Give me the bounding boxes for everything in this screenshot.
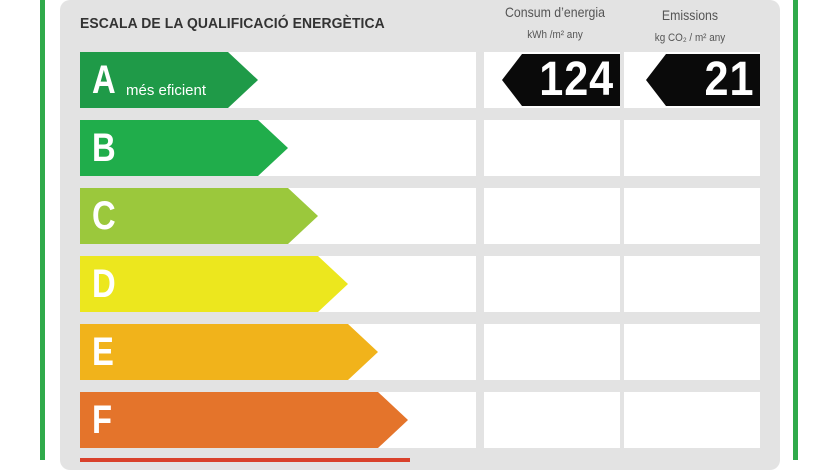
rating-arrow-c (80, 188, 318, 244)
consum-cell-c (484, 188, 620, 244)
arrow-shape-b (80, 120, 288, 176)
rating-letter-d: D (92, 262, 116, 306)
emissions-unit: kg CO₂ / m² any (654, 32, 726, 44)
frame-right-border (793, 0, 798, 460)
rating-arrow-g-partial (80, 458, 410, 462)
arrow-shape-g-partial (80, 458, 410, 462)
emissions-value-badge: 21 (646, 54, 760, 106)
rating-arrow-e (80, 324, 378, 380)
emissions-header: Emissions kg CO₂ / m² any (620, 7, 760, 45)
rating-arrow-b (80, 120, 288, 176)
rating-letter-f: F (92, 398, 113, 442)
emissions-cell-f (624, 392, 760, 448)
emissions-value: 21 (704, 53, 754, 106)
arrow-shape-c (80, 188, 318, 244)
rating-row-b: B (80, 120, 476, 176)
consum-value: 124 (539, 53, 614, 106)
consum-cell-d (484, 256, 620, 312)
rating-letter-b: B (92, 126, 116, 170)
rating-row-a: A més eficient (80, 52, 476, 108)
consum-unit: kWh /m² any (527, 29, 583, 41)
arrow-shape-f (80, 392, 408, 448)
rating-letter-a: A (92, 58, 116, 102)
rating-arrow-a (80, 52, 258, 108)
consum-label: Consum d’energia (505, 4, 605, 20)
emissions-cell-c (624, 188, 760, 244)
scale-title: ESCALA DE LA QUALIFICACIÓ ENERGÈTICA (80, 16, 385, 32)
emissions-cell-b (624, 120, 760, 176)
rating-row-f: F (80, 392, 476, 448)
consum-value-badge: 124 (502, 54, 620, 106)
consum-cell-e (484, 324, 620, 380)
frame-left-border (40, 0, 45, 460)
rating-row-c: C (80, 188, 476, 244)
arrow-shape-a (80, 52, 258, 108)
rating-letter-c: C (92, 194, 116, 238)
rating-row-d: D (80, 256, 476, 312)
arrow-shape-e (80, 324, 378, 380)
consum-header: Consum d’energia kWh /m² any (480, 4, 630, 42)
consum-cell-f (484, 392, 620, 448)
emissions-cell-e (624, 324, 760, 380)
consum-cell-a: 124 (484, 52, 620, 108)
rating-row-e: E (80, 324, 476, 380)
consum-cell-b (484, 120, 620, 176)
rating-letter-e: E (92, 330, 114, 374)
emissions-cell-a: 21 (624, 52, 760, 108)
emissions-label: Emissions (661, 7, 719, 23)
rating-arrow-d (80, 256, 348, 312)
rating-arrow-f (80, 392, 408, 448)
arrow-shape-d (80, 256, 348, 312)
rating-sublabel-a: més eficient (126, 82, 207, 99)
emissions-cell-d (624, 256, 760, 312)
